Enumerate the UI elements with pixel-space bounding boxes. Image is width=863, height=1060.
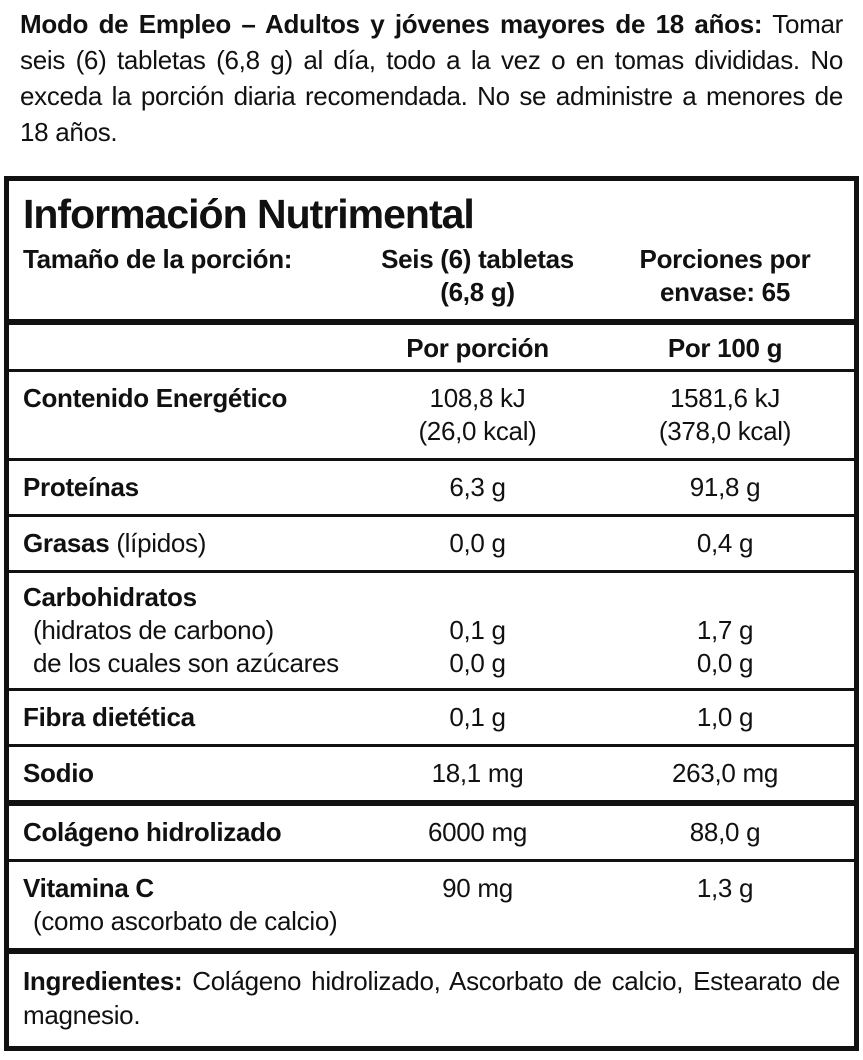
serving-size-line2: (6,8 g) <box>440 277 515 307</box>
nutrient-name: Proteínas <box>23 472 139 502</box>
usage-directions-body: Tomar seis (6) tabletas (6,8 g) al día, … <box>20 9 843 147</box>
carbs-subrow-1: (hidratos de carbono) 0,1 g 1,7 g <box>23 614 840 647</box>
ingredients-section: Ingredientes: Colágeno hidrolizado, Asco… <box>9 954 854 1046</box>
value-line: (26,0 kcal) <box>418 416 537 446</box>
carbs-subrow-2: de los cuales son azúcares 0,0 g 0,0 g <box>23 647 840 680</box>
nutrient-name: Colágeno hidrolizado <box>23 817 282 847</box>
nutrient-per-serving: 0,1 g <box>449 702 506 732</box>
nutrient-name-bold: Vitamina C <box>23 873 154 903</box>
serving-size-value: Seis (6) tabletas (6,8 g) <box>345 243 610 309</box>
column-header-per-serving: Por porción <box>406 333 549 363</box>
nutrition-label-page: Modo de Empleo – Adultos y jóvenes mayor… <box>0 6 863 1051</box>
nutrient-per-100g: 0,0 g <box>696 648 754 678</box>
table-row-vitamin-c: Vitamina C (como ascorbato de calcio) 90… <box>9 862 854 948</box>
table-row-energy: Contenido Energético 108,8 kJ (26,0 kcal… <box>9 372 854 458</box>
nutrient-per-serving: 6,3 g <box>449 472 506 502</box>
nutrient-per-serving: 0,1 g <box>449 615 506 645</box>
table-row-fat: Grasas (lípidos) 0,0 g 0,4 g <box>9 517 854 570</box>
serving-size-line1: Seis (6) tabletas <box>381 244 574 274</box>
nutrient-per-serving: 0,0 g <box>449 648 506 678</box>
value-line: 108,8 kJ <box>429 383 526 413</box>
nutrient-name: Carbohidratos <box>23 582 197 612</box>
nutrient-subname: (hidratos de carbono) <box>33 615 274 645</box>
nutrient-per-serving: 108,8 kJ (26,0 kcal) <box>345 382 610 448</box>
nutrient-per-100g: 263,0 mg <box>671 758 778 788</box>
servings-per-container: Porciones por envase: 65 <box>610 243 840 309</box>
column-header-per-100g: Por 100 g <box>667 333 783 363</box>
nutrient-per-100g: 88,0 g <box>689 817 761 847</box>
divider-thick <box>9 948 854 954</box>
servings-per-container-line1: Porciones por <box>639 244 811 274</box>
divider <box>9 369 854 372</box>
nutrient-per-serving: 6000 mg <box>427 817 528 847</box>
nutrient-per-100g: 1581,6 kJ (378,0 kcal) <box>610 382 840 448</box>
serving-size-label: Tamaño de la porción: <box>23 244 293 274</box>
table-row-protein: Proteínas 6,3 g 91,8 g <box>9 461 854 514</box>
nutrient-name: Vitamina C (como ascorbato de calcio) <box>23 872 345 938</box>
nutrient-subname: de los cuales son azúcares <box>33 648 339 678</box>
servings-per-container-line2: envase: 65 <box>660 277 790 307</box>
nutrient-per-100g: 1,0 g <box>696 702 754 732</box>
divider <box>9 859 854 862</box>
serving-row: Tamaño de la porción: Seis (6) tabletas … <box>9 239 854 319</box>
divider-thick <box>9 319 854 325</box>
usage-directions-lead: Modo de Empleo – Adultos y jóvenes mayor… <box>20 9 763 39</box>
nutrient-name-note: (lípidos) <box>116 528 207 558</box>
nutrient-per-100g: 0,4 g <box>696 528 754 558</box>
divider <box>9 458 854 461</box>
nutrient-per-100g: 1,3 g <box>696 873 754 903</box>
table-row-sodium: Sodio 18,1 mg 263,0 mg <box>9 747 854 800</box>
column-header-row: Por porción Por 100 g <box>9 325 854 369</box>
nutrient-per-100g: 91,8 g <box>689 472 761 502</box>
nutrient-name-bold: Grasas <box>23 528 110 558</box>
value-line: (378,0 kcal) <box>658 416 792 446</box>
nutrient-name: Fibra dietética <box>23 702 195 732</box>
nutrient-per-serving: 18,1 mg <box>431 758 524 788</box>
nutrient-name: Sodio <box>23 758 94 788</box>
usage-directions: Modo de Empleo – Adultos y jóvenes mayor… <box>20 6 843 150</box>
value-line: 1581,6 kJ <box>669 383 781 413</box>
nutrient-name: Contenido Energético <box>23 383 288 413</box>
table-row-carbs: Carbohidratos (hidratos de carbono) 0,1 … <box>9 573 854 688</box>
nutrient-per-serving: 0,0 g <box>449 528 506 558</box>
divider <box>9 688 854 691</box>
divider-thick <box>9 800 854 806</box>
divider <box>9 514 854 517</box>
nutrient-per-serving: 90 mg <box>442 873 513 903</box>
nutrient-per-100g: 1,7 g <box>696 615 754 645</box>
divider <box>9 744 854 747</box>
table-row-collagen: Colágeno hidrolizado 6000 mg 88,0 g <box>9 806 854 859</box>
table-row-fiber: Fibra dietética 0,1 g 1,0 g <box>9 691 854 744</box>
panel-title: Información Nutrimental <box>23 191 475 237</box>
divider <box>9 570 854 573</box>
nutrient-name-note: (como ascorbato de calcio) <box>33 906 338 936</box>
ingredients-body: Colágeno hidrolizado, Ascorbato de calci… <box>23 966 840 1030</box>
nutrient-name: Grasas (lípidos) <box>23 527 345 560</box>
ingredients-lead: Ingredientes: <box>23 966 183 996</box>
nutrition-facts-panel: Información Nutrimental Tamaño de la por… <box>4 176 859 1051</box>
